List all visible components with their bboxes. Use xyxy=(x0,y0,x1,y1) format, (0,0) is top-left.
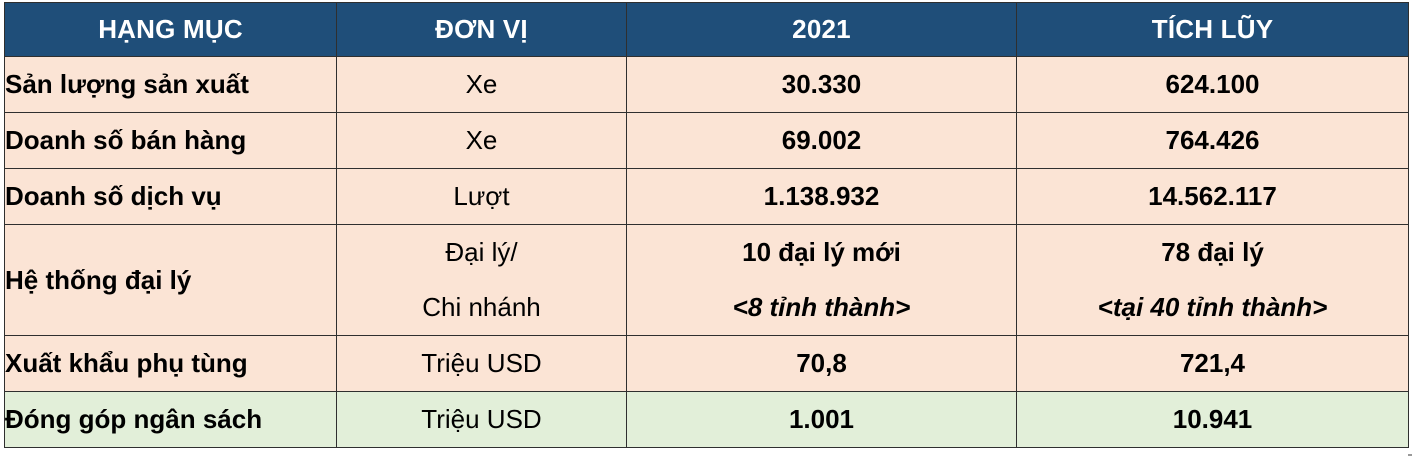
table-row-export: Xuất khẩu phụ tùng Triệu USD 70,8 721,4 xyxy=(4,335,1409,392)
value-cumulative-line-2: <tại 40 tỉnh thành> xyxy=(1097,292,1328,322)
table-row-service: Doanh số dịch vụ Lượt 1.138.932 14.562.1… xyxy=(4,168,1409,225)
row-value-2021: 10 đại lý mới <8 tỉnh thành> xyxy=(626,224,1017,336)
row-unit: Triệu USD xyxy=(336,391,627,448)
unit-line-2: Chi nhánh xyxy=(422,292,541,322)
row-value-2021: 69.002 xyxy=(626,112,1017,169)
row-value-cumulative: 624.100 xyxy=(1016,56,1409,113)
row-value-2021: 30.330 xyxy=(626,56,1017,113)
row-unit: Đại lý/ Chi nhánh xyxy=(336,224,627,336)
row-label: Xuất khẩu phụ tùng xyxy=(4,335,337,392)
row-value-cumulative: 78 đại lý <tại 40 tỉnh thành> xyxy=(1016,224,1409,336)
row-unit: Triệu USD xyxy=(336,335,627,392)
row-label: Đóng góp ngân sách xyxy=(4,391,337,448)
row-unit: Xe xyxy=(336,56,627,113)
row-label: Hệ thống đại lý xyxy=(4,224,337,336)
row-value-cumulative: 721,4 xyxy=(1016,335,1409,392)
value-cumulative-line-1: 78 đại lý xyxy=(1161,237,1264,267)
table-row-dealers: Hệ thống đại lý Đại lý/ Chi nhánh 10 đại… xyxy=(4,224,1409,336)
row-label: Doanh số dịch vụ xyxy=(4,168,337,225)
unit-line-1: Đại lý/ xyxy=(445,237,518,267)
row-value-cumulative: 764.426 xyxy=(1016,112,1409,169)
row-unit: Xe xyxy=(336,112,627,169)
statistics-table: HẠNG MỤC ĐƠN VỊ 2021 TÍCH LŨY Sản lượng … xyxy=(4,2,1409,448)
value-2021-line-2: <8 tỉnh thành> xyxy=(732,292,911,322)
column-header-cumulative: TÍCH LŨY xyxy=(1016,2,1409,57)
row-value-2021: 1.138.932 xyxy=(626,168,1017,225)
table-row-sales: Doanh số bán hàng Xe 69.002 764.426 xyxy=(4,112,1409,169)
row-value-cumulative: 14.562.117 xyxy=(1016,168,1409,225)
column-header-2021: 2021 xyxy=(626,2,1017,57)
table-row-budget: Đóng góp ngân sách Triệu USD 1.001 10.94… xyxy=(4,391,1409,448)
row-label: Doanh số bán hàng xyxy=(4,112,337,169)
column-header-category: HẠNG MỤC xyxy=(4,2,337,57)
row-label: Sản lượng sản xuất xyxy=(4,56,337,113)
row-unit: Lượt xyxy=(336,168,627,225)
column-header-unit: ĐƠN VỊ xyxy=(336,2,627,57)
value-2021-line-1: 10 đại lý mới xyxy=(742,237,901,267)
table-row-production: Sản lượng sản xuất Xe 30.330 624.100 xyxy=(4,56,1409,113)
row-value-2021: 70,8 xyxy=(626,335,1017,392)
row-value-cumulative: 10.941 xyxy=(1016,391,1409,448)
table-header-row: HẠNG MỤC ĐƠN VỊ 2021 TÍCH LŨY xyxy=(4,2,1409,57)
corner-mark xyxy=(1408,454,1412,456)
row-value-2021: 1.001 xyxy=(626,391,1017,448)
